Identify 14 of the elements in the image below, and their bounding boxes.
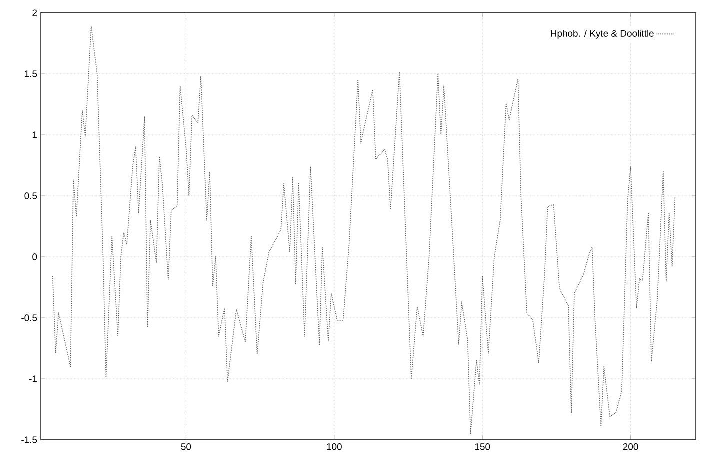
y-tick-label: 1 bbox=[32, 132, 38, 138]
legend-label: Hphob. / Kyte & Doolittle bbox=[551, 30, 654, 39]
y-tick-label: 0.5 bbox=[24, 192, 38, 200]
y-tick-label: -0.5 bbox=[22, 314, 38, 322]
y-tick-label: 0 bbox=[32, 254, 38, 260]
x-tick-label: 150 bbox=[475, 444, 490, 450]
y-tick-label: 1.5 bbox=[25, 70, 38, 78]
x-tick-label: 50 bbox=[181, 444, 192, 450]
y-tick-label: 2 bbox=[32, 10, 38, 16]
x-tick-label: 200 bbox=[623, 444, 638, 450]
y-tick-label: -1 bbox=[29, 376, 38, 382]
x-tick-label: 100 bbox=[327, 444, 342, 450]
y-tick-label: -1.5 bbox=[22, 436, 38, 444]
line-series bbox=[52, 26, 676, 434]
